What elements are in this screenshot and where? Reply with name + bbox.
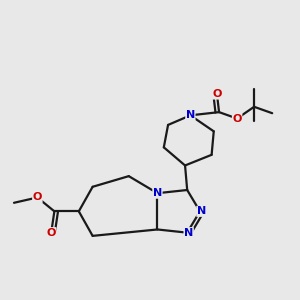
Text: N: N (153, 188, 162, 198)
Text: O: O (33, 193, 42, 202)
Text: O: O (232, 113, 242, 124)
Text: N: N (197, 206, 206, 216)
Text: O: O (212, 89, 222, 99)
Text: N: N (184, 228, 193, 238)
Text: N: N (186, 110, 195, 120)
Text: O: O (46, 228, 56, 238)
